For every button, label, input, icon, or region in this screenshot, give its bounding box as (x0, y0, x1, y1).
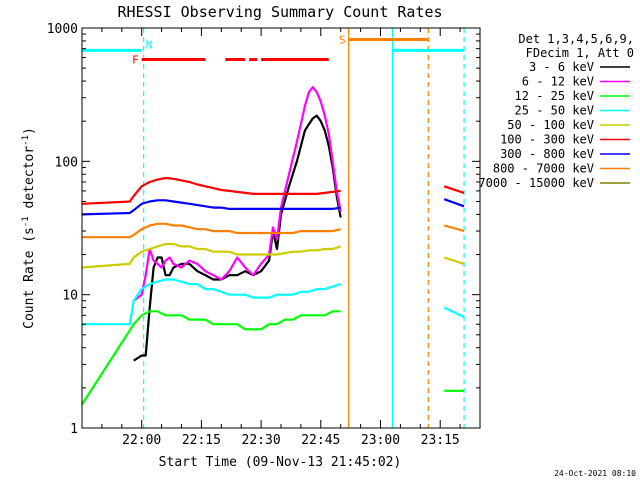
y-tick-label: 100 (55, 155, 78, 170)
plot-area: NF S (81, 28, 465, 428)
y-axis-label: Count Rate (s-1 detector-1) (21, 127, 37, 329)
y-axis-label-sup: -1 (21, 135, 31, 146)
y-axis-label-part: ) (22, 127, 37, 135)
y-tick-label: 10 (62, 289, 78, 304)
flag-label: F (132, 54, 139, 67)
series-line (82, 278, 342, 326)
x-tick-label: 22:45 (301, 433, 340, 448)
x-tick-label: 23:00 (361, 433, 400, 448)
footer-date: 24-Oct-2021 08:10 (554, 469, 636, 478)
x-axis-label: Start Time (09-Nov-13 21:45:02) (159, 455, 402, 470)
series-segment (443, 224, 465, 233)
x-tick-label: 22:15 (182, 433, 221, 448)
legend-label: 12 - 25 keV (515, 89, 594, 103)
x-tick-label: 23:15 (421, 433, 460, 448)
series-line (133, 114, 342, 362)
series-line (81, 242, 342, 269)
series-segment (443, 198, 465, 208)
legend-header: FDecim 1, Att 0 (526, 46, 634, 60)
series-segment (443, 256, 465, 265)
y-tick-label: 1000 (47, 22, 78, 37)
legend-label: 7000 - 15000 keV (478, 176, 594, 190)
legend-label: 100 - 300 keV (500, 133, 594, 147)
legend-label: 800 - 7000 keV (493, 162, 594, 176)
series-line (81, 176, 341, 205)
series-segment (443, 306, 465, 318)
series-line (133, 86, 342, 302)
y-tick-label: 1 (70, 422, 78, 437)
flag-label: N (146, 38, 153, 51)
series-segment (443, 185, 465, 194)
y-axis-label-sup: -1 (21, 216, 31, 227)
series-line (82, 222, 341, 239)
x-tick-label: 22:00 (122, 433, 161, 448)
y-axis-label-part: detector (22, 146, 37, 217)
legend-label: 3 - 6 keV (529, 60, 594, 74)
series-line (81, 199, 341, 216)
x-axis: 22:00 22:15 22:30 22:45 23:00 23:15 (101, 28, 461, 448)
legend-label: 300 - 800 keV (500, 147, 594, 161)
chart-title: RHESSI Observing Summary Count Rates (117, 3, 442, 21)
legend-label: 6 - 12 keV (522, 75, 594, 89)
x-tick-label: 22:30 (242, 433, 281, 448)
legend: Det 1,3,4,5,6,9, FDecim 1, Att 0 3 - 6 k… (478, 32, 634, 190)
series-line (81, 310, 341, 406)
y-axis-label-part: Count Rate (s (22, 227, 37, 329)
y-axis: 1 10 100 1000 (47, 22, 480, 437)
legend-label: 50 - 100 keV (507, 118, 594, 132)
flag-label: S (339, 33, 346, 46)
legend-label: 25 - 50 keV (515, 104, 594, 118)
legend-header: Det 1,3,4,5,6,9, (518, 32, 634, 46)
